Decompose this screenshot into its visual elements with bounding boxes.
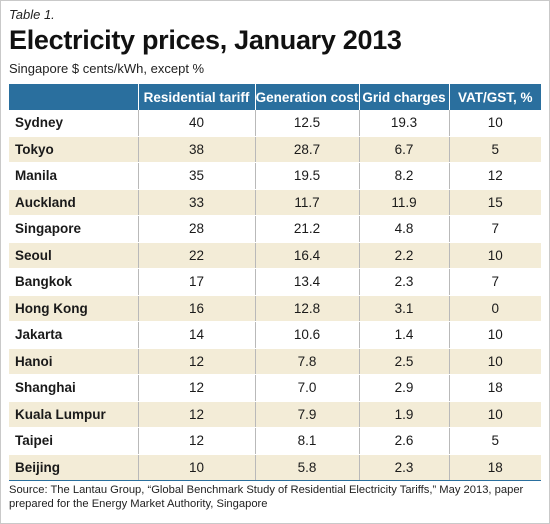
grid-charges-cell: 2.3 <box>358 454 449 481</box>
generation-cost-cell: 16.4 <box>254 242 359 269</box>
grid-charges-cell: 6.7 <box>358 136 449 163</box>
city-cell: Shanghai <box>9 374 138 402</box>
table-row: Tokyo 38 28.7 6.7 5 <box>9 136 541 163</box>
header-grid-charges: Grid charges <box>358 84 449 110</box>
grid-charges-cell: 19.3 <box>358 110 449 137</box>
header-vat-gst: VAT/GST, % <box>448 84 541 110</box>
vat-gst-cell: 10 <box>448 321 541 349</box>
table-row: Bangkok 17 13.4 2.3 7 <box>9 268 541 296</box>
vat-gst-cell: 7 <box>448 215 541 243</box>
residential-tariff-cell: 12 <box>137 427 255 455</box>
table-row: Singapore 28 21.2 4.8 7 <box>9 215 541 243</box>
city-cell: Hong Kong <box>9 295 138 322</box>
generation-cost-cell: 8.1 <box>254 427 359 455</box>
city-cell: Beijing <box>9 454 138 481</box>
header-generation-cost: Generation cost <box>254 84 359 110</box>
residential-tariff-cell: 12 <box>137 374 255 402</box>
prices-table: Residential tariff Generation cost Grid … <box>9 84 541 481</box>
table-row: Hanoi 12 7.8 2.5 10 <box>9 348 541 375</box>
city-cell: Singapore <box>9 215 138 243</box>
residential-tariff-cell: 12 <box>137 348 255 375</box>
generation-cost-cell: 19.5 <box>254 162 359 190</box>
city-cell: Taipei <box>9 427 138 455</box>
header-residential-tariff: Residential tariff <box>137 84 255 110</box>
city-cell: Manila <box>9 162 138 190</box>
generation-cost-cell: 7.9 <box>254 401 359 428</box>
grid-charges-cell: 2.5 <box>358 348 449 375</box>
generation-cost-cell: 12.8 <box>254 295 359 322</box>
vat-gst-cell: 10 <box>448 401 541 428</box>
residential-tariff-cell: 14 <box>137 321 255 349</box>
grid-charges-cell: 2.6 <box>358 427 449 455</box>
table-row: Jakarta 14 10.6 1.4 10 <box>9 321 541 349</box>
residential-tariff-cell: 16 <box>137 295 255 322</box>
generation-cost-cell: 13.4 <box>254 268 359 296</box>
city-cell: Seoul <box>9 242 138 269</box>
vat-gst-cell: 15 <box>448 189 541 216</box>
generation-cost-cell: 11.7 <box>254 189 359 216</box>
generation-cost-cell: 12.5 <box>254 110 359 137</box>
vat-gst-cell: 12 <box>448 162 541 190</box>
city-cell: Hanoi <box>9 348 138 375</box>
generation-cost-cell: 5.8 <box>254 454 359 481</box>
grid-charges-cell: 1.9 <box>358 401 449 428</box>
vat-gst-cell: 0 <box>448 295 541 322</box>
city-cell: Sydney <box>9 110 138 137</box>
vat-gst-cell: 7 <box>448 268 541 296</box>
table-row: Manila 35 19.5 8.2 12 <box>9 162 541 190</box>
residential-tariff-cell: 28 <box>137 215 255 243</box>
table-row: Shanghai 12 7.0 2.9 18 <box>9 374 541 402</box>
city-cell: Bangkok <box>9 268 138 296</box>
city-cell: Auckland <box>9 189 138 216</box>
vat-gst-cell: 10 <box>448 348 541 375</box>
generation-cost-cell: 7.8 <box>254 348 359 375</box>
city-cell: Kuala Lumpur <box>9 401 138 428</box>
residential-tariff-cell: 35 <box>137 162 255 190</box>
residential-tariff-cell: 40 <box>137 110 255 137</box>
vat-gst-cell: 10 <box>448 110 541 137</box>
vat-gst-cell: 5 <box>448 427 541 455</box>
table-row: Kuala Lumpur 12 7.9 1.9 10 <box>9 401 541 428</box>
generation-cost-cell: 28.7 <box>254 136 359 163</box>
grid-charges-cell: 2.2 <box>358 242 449 269</box>
table-header-row: Residential tariff Generation cost Grid … <box>9 84 541 110</box>
city-cell: Jakarta <box>9 321 138 349</box>
grid-charges-cell: 4.8 <box>358 215 449 243</box>
table-row: Auckland 33 11.7 11.9 15 <box>9 189 541 216</box>
generation-cost-cell: 7.0 <box>254 374 359 402</box>
residential-tariff-cell: 33 <box>137 189 255 216</box>
vat-gst-cell: 18 <box>448 454 541 481</box>
residential-tariff-cell: 38 <box>137 136 255 163</box>
residential-tariff-cell: 17 <box>137 268 255 296</box>
vat-gst-cell: 18 <box>448 374 541 402</box>
grid-charges-cell: 2.9 <box>358 374 449 402</box>
generation-cost-cell: 21.2 <box>254 215 359 243</box>
vat-gst-cell: 10 <box>448 242 541 269</box>
units-subtitle: Singapore $ cents/kWh, except % <box>9 61 205 76</box>
residential-tariff-cell: 10 <box>137 454 255 481</box>
generation-cost-cell: 10.6 <box>254 321 359 349</box>
residential-tariff-cell: 22 <box>137 242 255 269</box>
residential-tariff-cell: 12 <box>137 401 255 428</box>
grid-charges-cell: 3.1 <box>358 295 449 322</box>
city-cell: Tokyo <box>9 136 138 163</box>
grid-charges-cell: 8.2 <box>358 162 449 190</box>
table-row: Sydney 40 12.5 19.3 10 <box>9 110 541 137</box>
table-row: Seoul 22 16.4 2.2 10 <box>9 242 541 269</box>
source-note: Source: The Lantau Group, “Global Benchm… <box>9 484 524 510</box>
table-row: Beijing 10 5.8 2.3 18 <box>9 454 541 481</box>
table-number: Table 1. <box>9 7 55 22</box>
grid-charges-cell: 11.9 <box>358 189 449 216</box>
grid-charges-cell: 2.3 <box>358 268 449 296</box>
header-city <box>9 84 138 110</box>
grid-charges-cell: 1.4 <box>358 321 449 349</box>
table-body: Sydney 40 12.5 19.3 10 Tokyo 38 28.7 6.7 5 Manila 3… <box>9 110 541 481</box>
table-row: Hong Kong 16 12.8 3.1 0 <box>9 295 541 322</box>
vat-gst-cell: 5 <box>448 136 541 163</box>
table-row: Taipei 12 8.1 2.6 5 <box>9 427 541 455</box>
page-title: Electricity prices, January 2013 <box>9 25 402 55</box>
